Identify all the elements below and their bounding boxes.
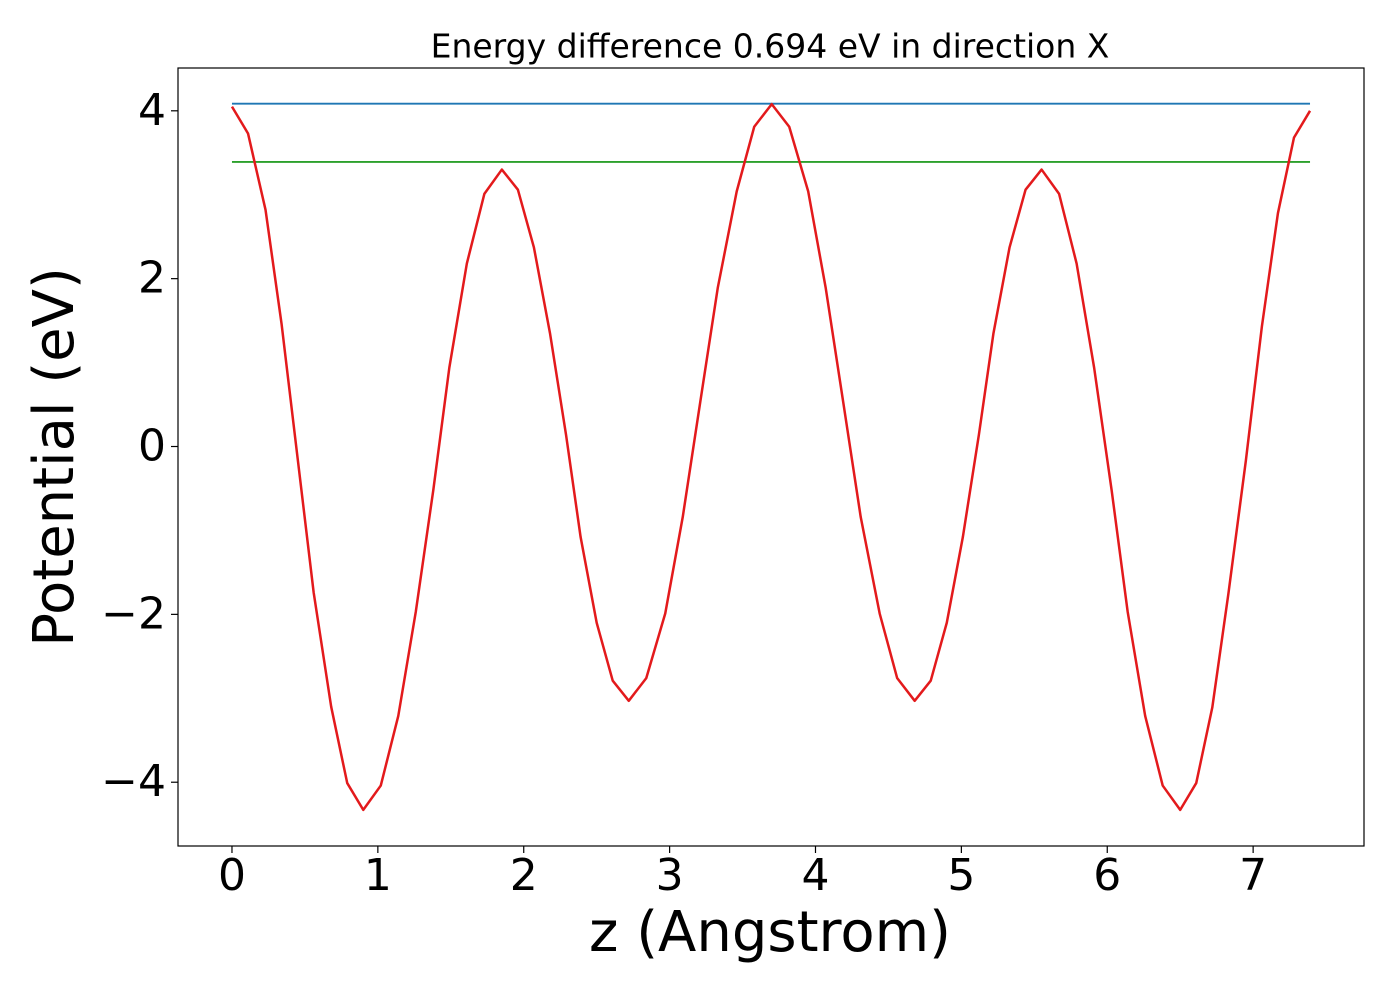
x-axis-label: z (Angstrom): [589, 900, 951, 965]
x-tick-label: 7: [1239, 850, 1267, 901]
x-tick-label: 3: [656, 850, 684, 901]
y-tick-label: 4: [138, 85, 166, 136]
x-tick-label: 1: [364, 850, 392, 901]
y-tick-label: −2: [101, 588, 166, 639]
data-line: [230, 102, 1312, 812]
x-tick-label: 0: [218, 850, 246, 901]
y-tick-label: 0: [138, 421, 166, 472]
x-tick-label: 5: [947, 850, 975, 901]
x-tick-label: 6: [1093, 850, 1121, 901]
y-axis-label: Potential (eV): [22, 267, 87, 647]
x-tick-label: 2: [510, 850, 538, 901]
y-tick-label: 2: [138, 253, 166, 304]
x-tick-label: 4: [801, 850, 829, 901]
chart-title: Energy difference 0.694 eV in direction …: [431, 27, 1110, 66]
y-tick-label: −4: [101, 756, 166, 807]
plot-frame: [177, 67, 1365, 847]
